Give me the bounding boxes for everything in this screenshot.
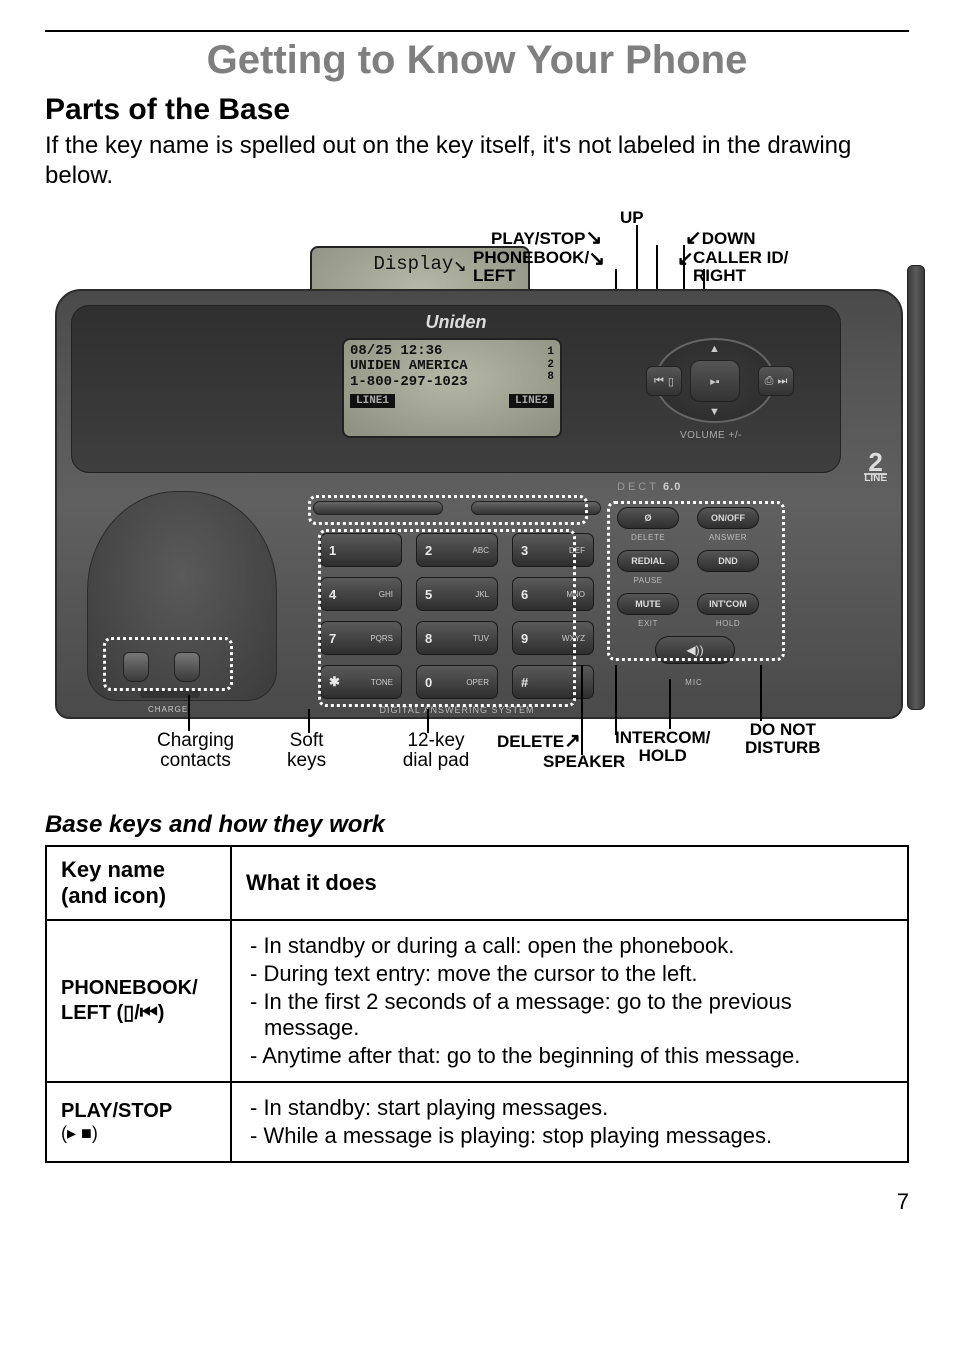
intro-text: If the key name is spelled out on the ke…: [45, 131, 909, 191]
desc-line: - In standby or during a call: open the …: [246, 933, 893, 959]
desc-line: - In the first 2 seconds of a message: g…: [246, 989, 893, 1041]
table-row: PLAY/STOP (▸ ■) - In standby: start play…: [46, 1082, 908, 1162]
leader-line: [636, 225, 638, 295]
base-diagram: Display↘ PLAY/STOP↘ UP ↙DOWN PHONEBOOK/ …: [45, 209, 909, 789]
nav-center-button[interactable]: ▸▪: [690, 360, 740, 402]
section-title: Parts of the Base: [45, 93, 909, 127]
display-softkey-line1: LINE1: [350, 394, 395, 408]
main-title: Getting to Know Your Phone: [45, 38, 909, 83]
charge-bar: [140, 690, 200, 698]
callout-do-not-disturb: DO NOT DISTURB: [745, 721, 821, 757]
key-name-line2: (▸ ■): [61, 1123, 216, 1144]
callout-phonebook-left: PHONEBOOK/ LEFT↘: [473, 249, 589, 285]
cell-playstop-desc: - In standby: start playing messages. - …: [231, 1082, 908, 1162]
play-stop-icon: ▸▪: [710, 375, 719, 388]
phonebook-icon: ▯: [668, 375, 674, 388]
cell-playstop: PLAY/STOP (▸ ■): [46, 1082, 231, 1162]
skip-back-icon: ⏮: [654, 375, 664, 388]
nav-right-button[interactable]: ⎙ ⏭: [758, 366, 794, 396]
dect-label: DECT 6.0: [617, 481, 681, 493]
desc-line: - Anytime after that: go to the beginnin…: [246, 1043, 893, 1069]
callout-callerid-right: ↙CALLER ID/ RIGHT: [693, 249, 788, 285]
nav-left-button[interactable]: ⏮ ▯: [646, 366, 682, 396]
leader-line: [188, 695, 190, 731]
mic-label: MIC: [679, 678, 709, 687]
top-rule: [45, 30, 909, 32]
key-name-line1: PLAY/STOP: [61, 1100, 216, 1123]
brand-logo: Uniden: [426, 312, 487, 333]
callout-playstop: PLAY/STOP↘: [491, 228, 602, 249]
top-panel: Uniden 08/25 12:36 UNIDEN AMERICA 1-800-…: [71, 305, 841, 473]
callout-soft-keys: Soft keys: [287, 731, 326, 771]
table-row: PHONEBOOK/ LEFT (▯/⏮) - In standby or du…: [46, 920, 908, 1082]
leader-line: [656, 245, 658, 295]
dotted-softkeys: [308, 495, 588, 525]
th-keyname: Key name (and icon): [46, 846, 231, 920]
callout-speaker: SPEAKER: [543, 753, 625, 771]
th-whatitdoes: What it does: [231, 846, 908, 920]
display-line1: 08/25 12:36: [350, 344, 554, 359]
leader-line: [669, 679, 671, 729]
line-badge-text: LINE: [864, 473, 887, 484]
leader-line: [615, 665, 617, 735]
nav-down-icon[interactable]: ▼: [709, 406, 720, 418]
display-line3: 1-800-297-1023: [350, 375, 554, 390]
nav-cluster: ▲ ▼ ⏮ ▯ ▸▪ ⎙ ⏭ VOLUME +/-: [640, 338, 790, 443]
lcd-display: 08/25 12:36 UNIDEN AMERICA 1-800-297-102…: [342, 338, 562, 438]
nav-up-icon[interactable]: ▲: [709, 343, 720, 355]
leader-line: [760, 665, 762, 721]
dotted-dialpad: [318, 529, 576, 707]
cell-phonebook-desc: - In standby or during a call: open the …: [231, 920, 908, 1082]
desc-line: - While a message is playing: stop playi…: [246, 1123, 893, 1149]
page-number: 7: [45, 1189, 909, 1215]
keys-table: Key name (and icon) What it does PHONEBO…: [45, 845, 909, 1163]
subsection-title: Base keys and how they work: [45, 811, 909, 839]
table-header-row: Key name (and icon) What it does: [46, 846, 908, 920]
callout-down: ↙DOWN: [685, 228, 756, 249]
callout-charging-contacts: Charging contacts: [157, 731, 234, 771]
volume-label: VOLUME +/-: [680, 430, 742, 441]
key-name-line2: LEFT (▯/⏮): [61, 1000, 216, 1025]
key-name-line1: PHONEBOOK/: [61, 977, 216, 1000]
antenna: [907, 265, 925, 710]
callout-delete: DELETE↗: [497, 731, 581, 752]
desc-line: - During text entry: move the cursor to …: [246, 961, 893, 987]
skip-fwd-icon: ⏭: [777, 375, 787, 388]
callout-intercom-hold: INTERCOM/ HOLD: [615, 729, 710, 765]
callout-up: UP: [620, 209, 644, 227]
charge-label: CHARGE: [148, 705, 188, 714]
cell-phonebook-left: PHONEBOOK/ LEFT (▯/⏮): [46, 920, 231, 1082]
line-badge-2: 2: [864, 451, 887, 473]
leader-line: [683, 245, 685, 295]
dotted-charging: [103, 637, 233, 691]
dotted-funcs: [607, 501, 785, 661]
display-line2: UNIDEN AMERICA: [350, 359, 554, 374]
callerid-icon: ⎙: [765, 375, 774, 388]
display-softkey-line2: LINE2: [509, 394, 554, 408]
desc-line: - In standby: start playing messages.: [246, 1095, 893, 1121]
line-badge: 2 LINE: [864, 451, 887, 484]
display-side-icons: 1 2 8: [547, 346, 554, 384]
